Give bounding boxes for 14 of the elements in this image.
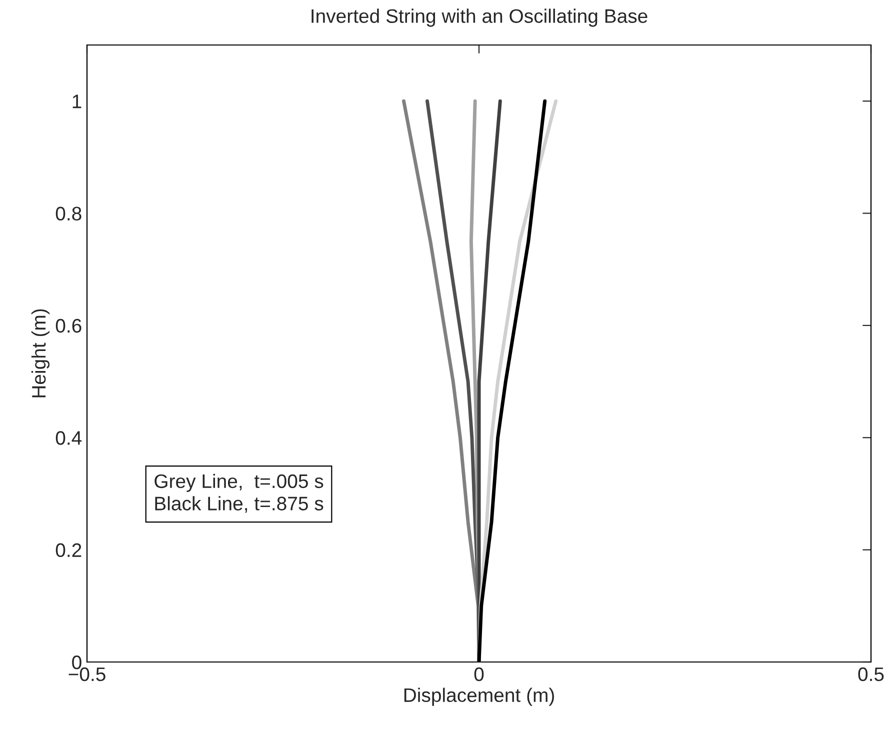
y-tick-label: 0.6 bbox=[56, 318, 82, 333]
x-tick-label: 0.5 bbox=[858, 667, 884, 682]
y-tick-label: 0.8 bbox=[56, 206, 82, 221]
annotation: Black Line, t=.875 s bbox=[155, 496, 324, 513]
annotation: Grey Line, t=.005 s bbox=[154, 474, 324, 492]
x-axis-title: Displacement (m) bbox=[404, 688, 554, 706]
x-tick-label: 0 bbox=[474, 667, 484, 682]
chart-title: Inverted String with an Oscillating Base bbox=[312, 8, 648, 27]
y-axis-title: Height (m) bbox=[31, 309, 50, 398]
y-tick-label: 0 bbox=[72, 655, 82, 670]
x-tick-label: −0.5 bbox=[68, 667, 106, 682]
y-tick-label: 0.4 bbox=[56, 431, 82, 445]
y-tick-label: 0.2 bbox=[56, 543, 82, 558]
y-tick-label: 1 bbox=[72, 94, 82, 108]
